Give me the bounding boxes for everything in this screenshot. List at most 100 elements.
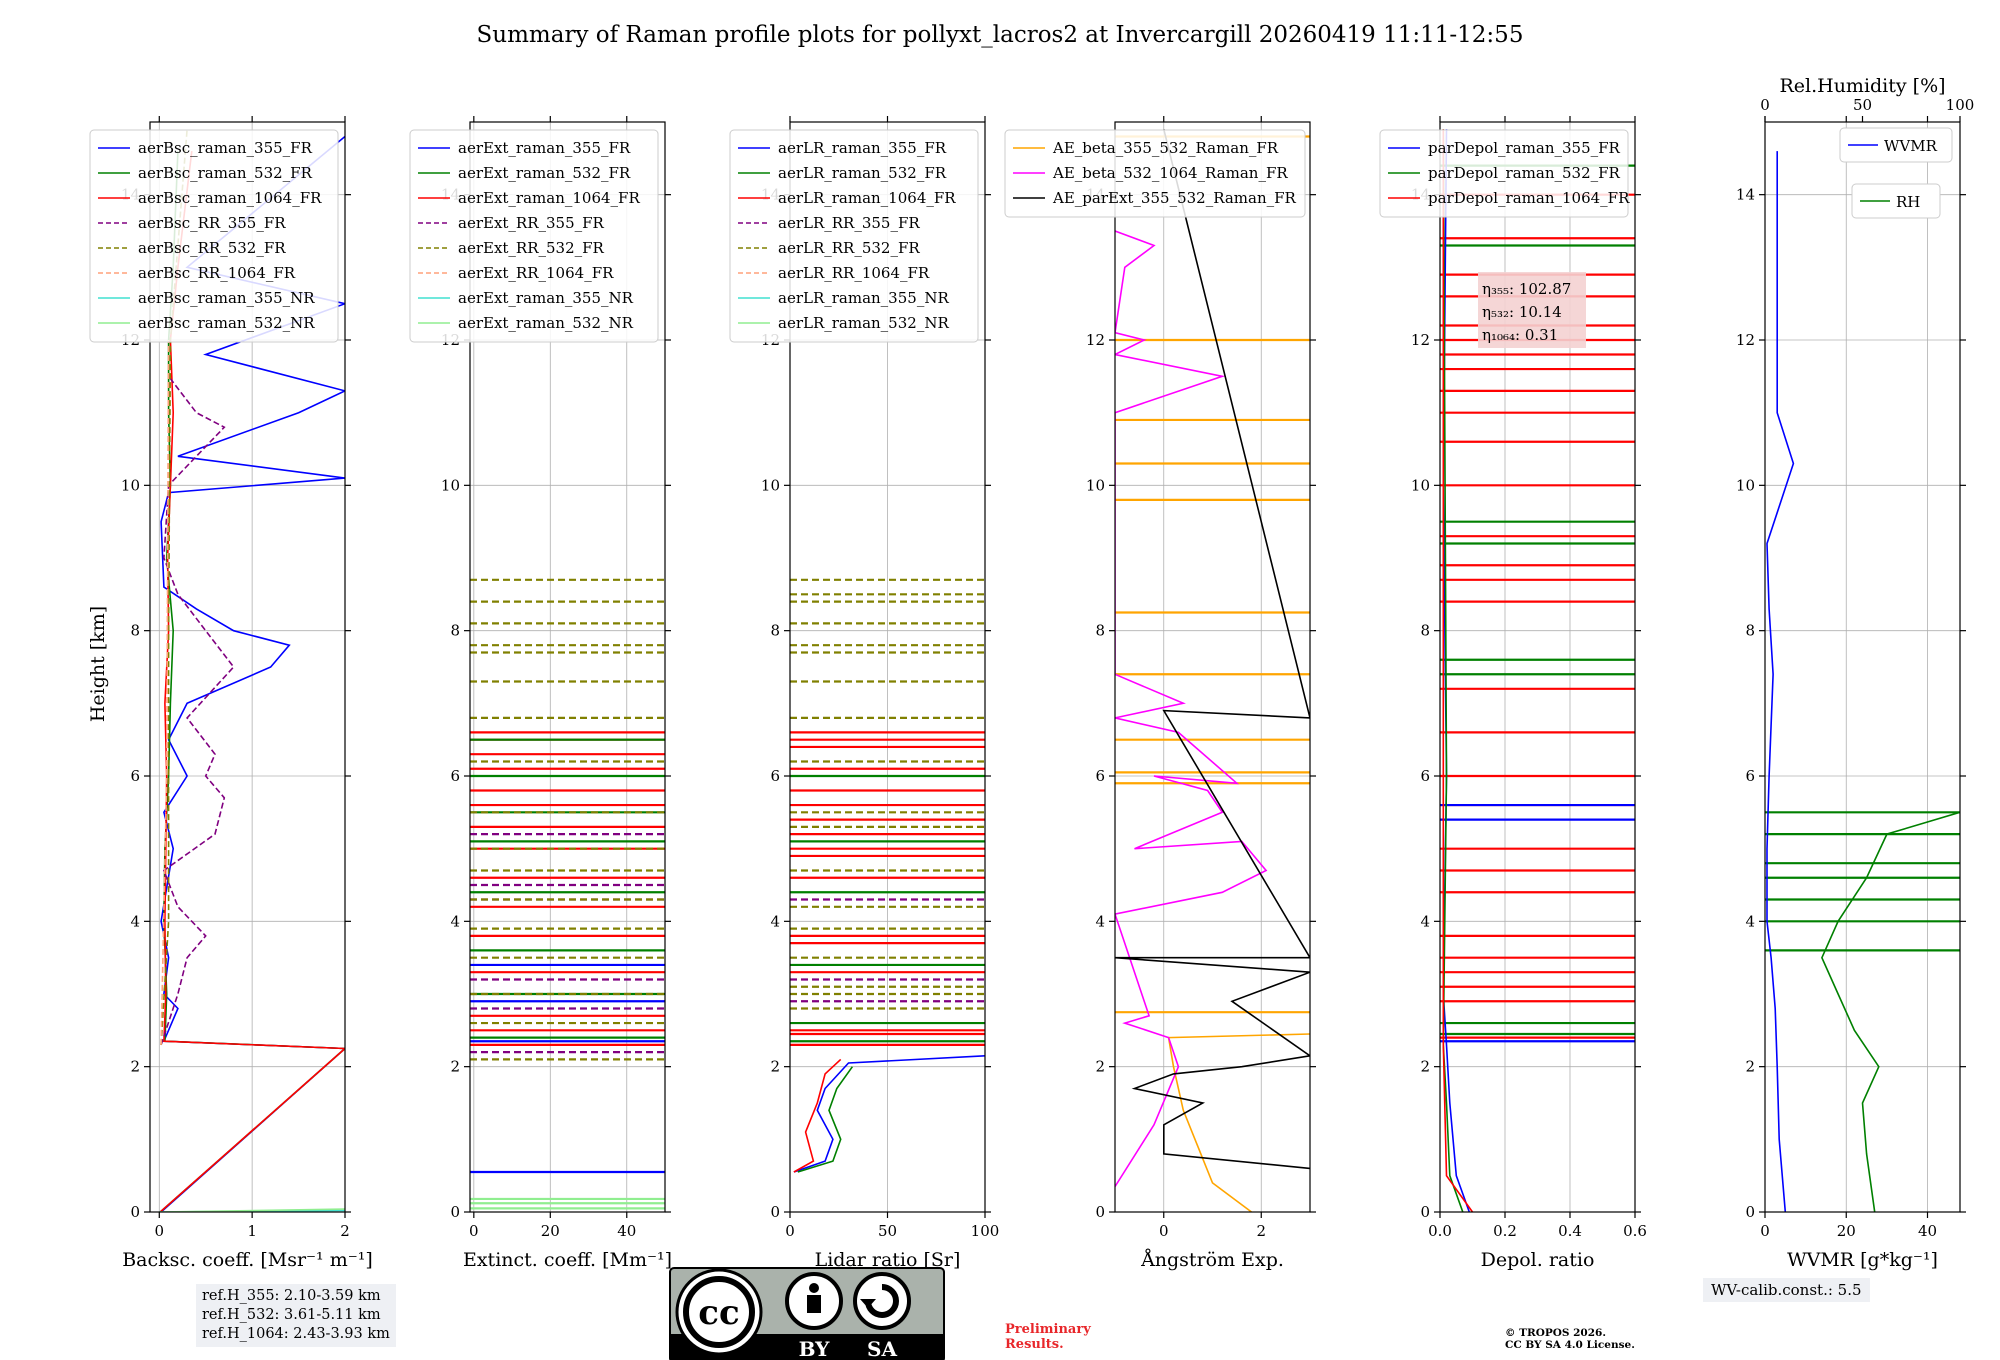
legend-label-parDepol_raman_532_FR: parDepol_raman_532_FR: [1428, 164, 1621, 182]
xlabel-wv: WVMR [g*kg⁻¹]: [1787, 1249, 1938, 1271]
ytick-label-ae: 10: [1086, 476, 1105, 494]
ytick-label-bsc: 0: [130, 1203, 140, 1221]
ytick-label-lr: 2: [770, 1058, 780, 1076]
axes-frame-ext: [469, 121, 666, 1213]
axes-frame-wv: [1764, 121, 1961, 1213]
axes-frame-depol: [1439, 121, 1636, 1213]
legend-label-wvmr: WVMR: [1884, 137, 1938, 155]
xlabel-ae: Ångström Exp.: [1140, 1249, 1284, 1271]
legend-box-wvmr: [1839, 127, 1953, 163]
legend-label-aerBsc_RR_355_FR: aerBsc_RR_355_FR: [138, 214, 286, 232]
series-AE_beta_355_532_Raman_FR: [1167, 1033, 1310, 1212]
legend-box-bsc: [89, 129, 339, 343]
xtick-label-ae: 0: [1159, 1222, 1169, 1240]
legend-ext: aerExt_raman_355_FR aerExt_raman_532_FRae…: [409, 129, 659, 343]
legend-label-aerExt_RR_1064_FR: aerExt_RR_1064_FR: [458, 264, 614, 282]
legend-box-rh: [1851, 183, 1941, 219]
cc-text: cc: [698, 1293, 739, 1333]
axes-frame-ae: [1114, 121, 1311, 1213]
preliminary-note: Preliminary Results.: [1005, 1322, 1091, 1352]
panel-ae: 0246810121402Ångström Exp.AE_beta_355_53…: [1004, 116, 1316, 1271]
series-AE_beta_532_1064_Raman_FR: [1115, 230, 1268, 1188]
ytick-label-wv: 6: [1745, 767, 1755, 785]
plot-area-depol: [1440, 129, 1635, 1212]
ytick-label-ae: 0: [1095, 1203, 1105, 1221]
legend-label-aerLR_RR_355_FR: aerLR_RR_355_FR: [778, 214, 920, 232]
by-text: BY: [799, 1337, 831, 1360]
ytick-label-bsc: 4: [130, 912, 140, 930]
series-aerBsc_RR_355_FR: [160, 375, 235, 1046]
legend-label-rh: RH: [1896, 193, 1920, 211]
rh-axis-label: Rel.Humidity [%]: [1779, 75, 1945, 97]
series-parDepol_raman_1064_FR: [1442, 129, 1474, 1212]
ref-height-532: ref.H_532: 3.61-5.11 km: [202, 1307, 381, 1323]
series-parDepol_raman_355_FR: [1442, 129, 1471, 1212]
eta-label-eta532: η₅₃₂: 10.14: [1482, 303, 1562, 321]
ytick-label-lr: 8: [770, 622, 780, 640]
y-axis-label: Height [km]: [87, 606, 109, 722]
legend-depol: parDepol_raman_355_FR parDepol_raman_532_…: [1379, 129, 1630, 218]
series-aerBsc_raman_1064_FR: [159, 151, 345, 1212]
copyright-line-1: © TROPOS 2026.: [1505, 1327, 1607, 1339]
legend-wvmr: WVMR: [1839, 127, 1953, 163]
xtick-label-ext: 0: [469, 1222, 479, 1240]
legend-label-aerExt_RR_355_FR: aerExt_RR_355_FR: [458, 214, 605, 232]
ytick-label-bsc: 8: [130, 622, 140, 640]
series-WVMR: [1766, 151, 1795, 1212]
series-aerLR_raman_1064_FR: [793, 1058, 842, 1173]
legend-box-lr: [729, 129, 979, 343]
license-badge: cc BY SA: [669, 1267, 945, 1360]
xlabel-lr: Lidar ratio [Sr]: [815, 1249, 961, 1271]
xtick-label-lr: 50: [878, 1222, 897, 1240]
ytick-label-ext: 2: [450, 1058, 460, 1076]
ytick-label-bsc: 2: [130, 1058, 140, 1076]
ytick-label-ae: 2: [1095, 1058, 1105, 1076]
legend-label-parDepol_raman_355_FR: parDepol_raman_355_FR: [1428, 139, 1621, 157]
panel-ext: 0246810121402040Extinct. coeff. [Mm⁻¹]ae…: [409, 116, 672, 1271]
sa-text: SA: [867, 1337, 897, 1360]
legend-label-AE_beta_532_1064_Raman_FR: AE_beta_532_1064_Raman_FR: [1052, 164, 1288, 182]
xtick-label-lr: 0: [785, 1222, 795, 1240]
xtick-label-depol: 0.6: [1623, 1222, 1647, 1240]
panel-bsc: 02468101214012Backsc. coeff. [Msr⁻¹ m⁻¹]…: [89, 116, 373, 1271]
rh-tick-label: 0: [1760, 96, 1770, 114]
ytick-label-wv: 10: [1736, 476, 1755, 494]
eta-box: [1478, 272, 1586, 348]
ytick-label-wv: 12: [1736, 331, 1755, 349]
legend-label-aerExt_raman_1064_FR: aerExt_raman_1064_FR: [458, 189, 640, 207]
xtick-label-wv: 40: [1918, 1222, 1937, 1240]
xtick-label-depol: 0.4: [1558, 1222, 1582, 1240]
legend-label-aerBsc_RR_532_FR: aerBsc_RR_532_FR: [138, 239, 286, 257]
legend-label-aerBsc_raman_355_NR: aerBsc_raman_355_NR: [138, 289, 315, 307]
ref-height-355: ref.H_355: 2.10-3.59 km: [202, 1288, 381, 1304]
plot-area-ae: [1115, 129, 1310, 1212]
ytick-label-ae: 4: [1095, 912, 1105, 930]
xtick-label-bsc: 0: [155, 1222, 165, 1240]
ytick-label-depol: 8: [1420, 622, 1430, 640]
legend-label-aerExt_RR_532_FR: aerExt_RR_532_FR: [458, 239, 605, 257]
legend-label-aerExt_raman_355_FR: aerExt_raman_355_FR: [458, 139, 631, 157]
ytick-label-lr: 6: [770, 767, 780, 785]
rh-tick-label: 100: [1946, 96, 1975, 114]
ytick-label-wv: 8: [1745, 622, 1755, 640]
panels: 02468101214012Backsc. coeff. [Msr⁻¹ m⁻¹]…: [89, 116, 1966, 1271]
depol-eta-annotation: η₃₅₅: 102.87 η₅₃₂: 10.14 η₁₀₆₄: 0.31: [1478, 272, 1586, 348]
ytick-label-lr: 0: [770, 1203, 780, 1221]
xtick-label-lr: 100: [971, 1222, 1000, 1240]
legend-label-aerExt_raman_532_NR: aerExt_raman_532_NR: [458, 314, 634, 332]
ytick-label-ae: 8: [1095, 622, 1105, 640]
legend-label-parDepol_raman_1064_FR: parDepol_raman_1064_FR: [1428, 189, 1630, 207]
ytick-label-ext: 4: [450, 912, 460, 930]
xtick-label-wv: 0: [1760, 1222, 1770, 1240]
legend-label-AE_parExt_355_532_Raman_FR: AE_parExt_355_532_Raman_FR: [1052, 189, 1297, 207]
xtick-label-ext: 20: [541, 1222, 560, 1240]
xtick-label-bsc: 2: [340, 1222, 350, 1240]
copyright-line-2: CC BY SA 4.0 License.: [1505, 1339, 1635, 1351]
legend-label-aerLR_raman_532_NR: aerLR_raman_532_NR: [778, 314, 949, 332]
legend-label-aerLR_raman_355_NR: aerLR_raman_355_NR: [778, 289, 949, 307]
legend-bsc: aerBsc_raman_355_FR aerBsc_raman_532_FRae…: [89, 129, 339, 343]
ytick-label-wv: 0: [1745, 1203, 1755, 1221]
series-RH: [1821, 811, 1960, 1212]
xtick-label-ae: 2: [1256, 1222, 1266, 1240]
ref-height-1064: ref.H_1064: 2.43-3.93 km: [202, 1326, 390, 1342]
